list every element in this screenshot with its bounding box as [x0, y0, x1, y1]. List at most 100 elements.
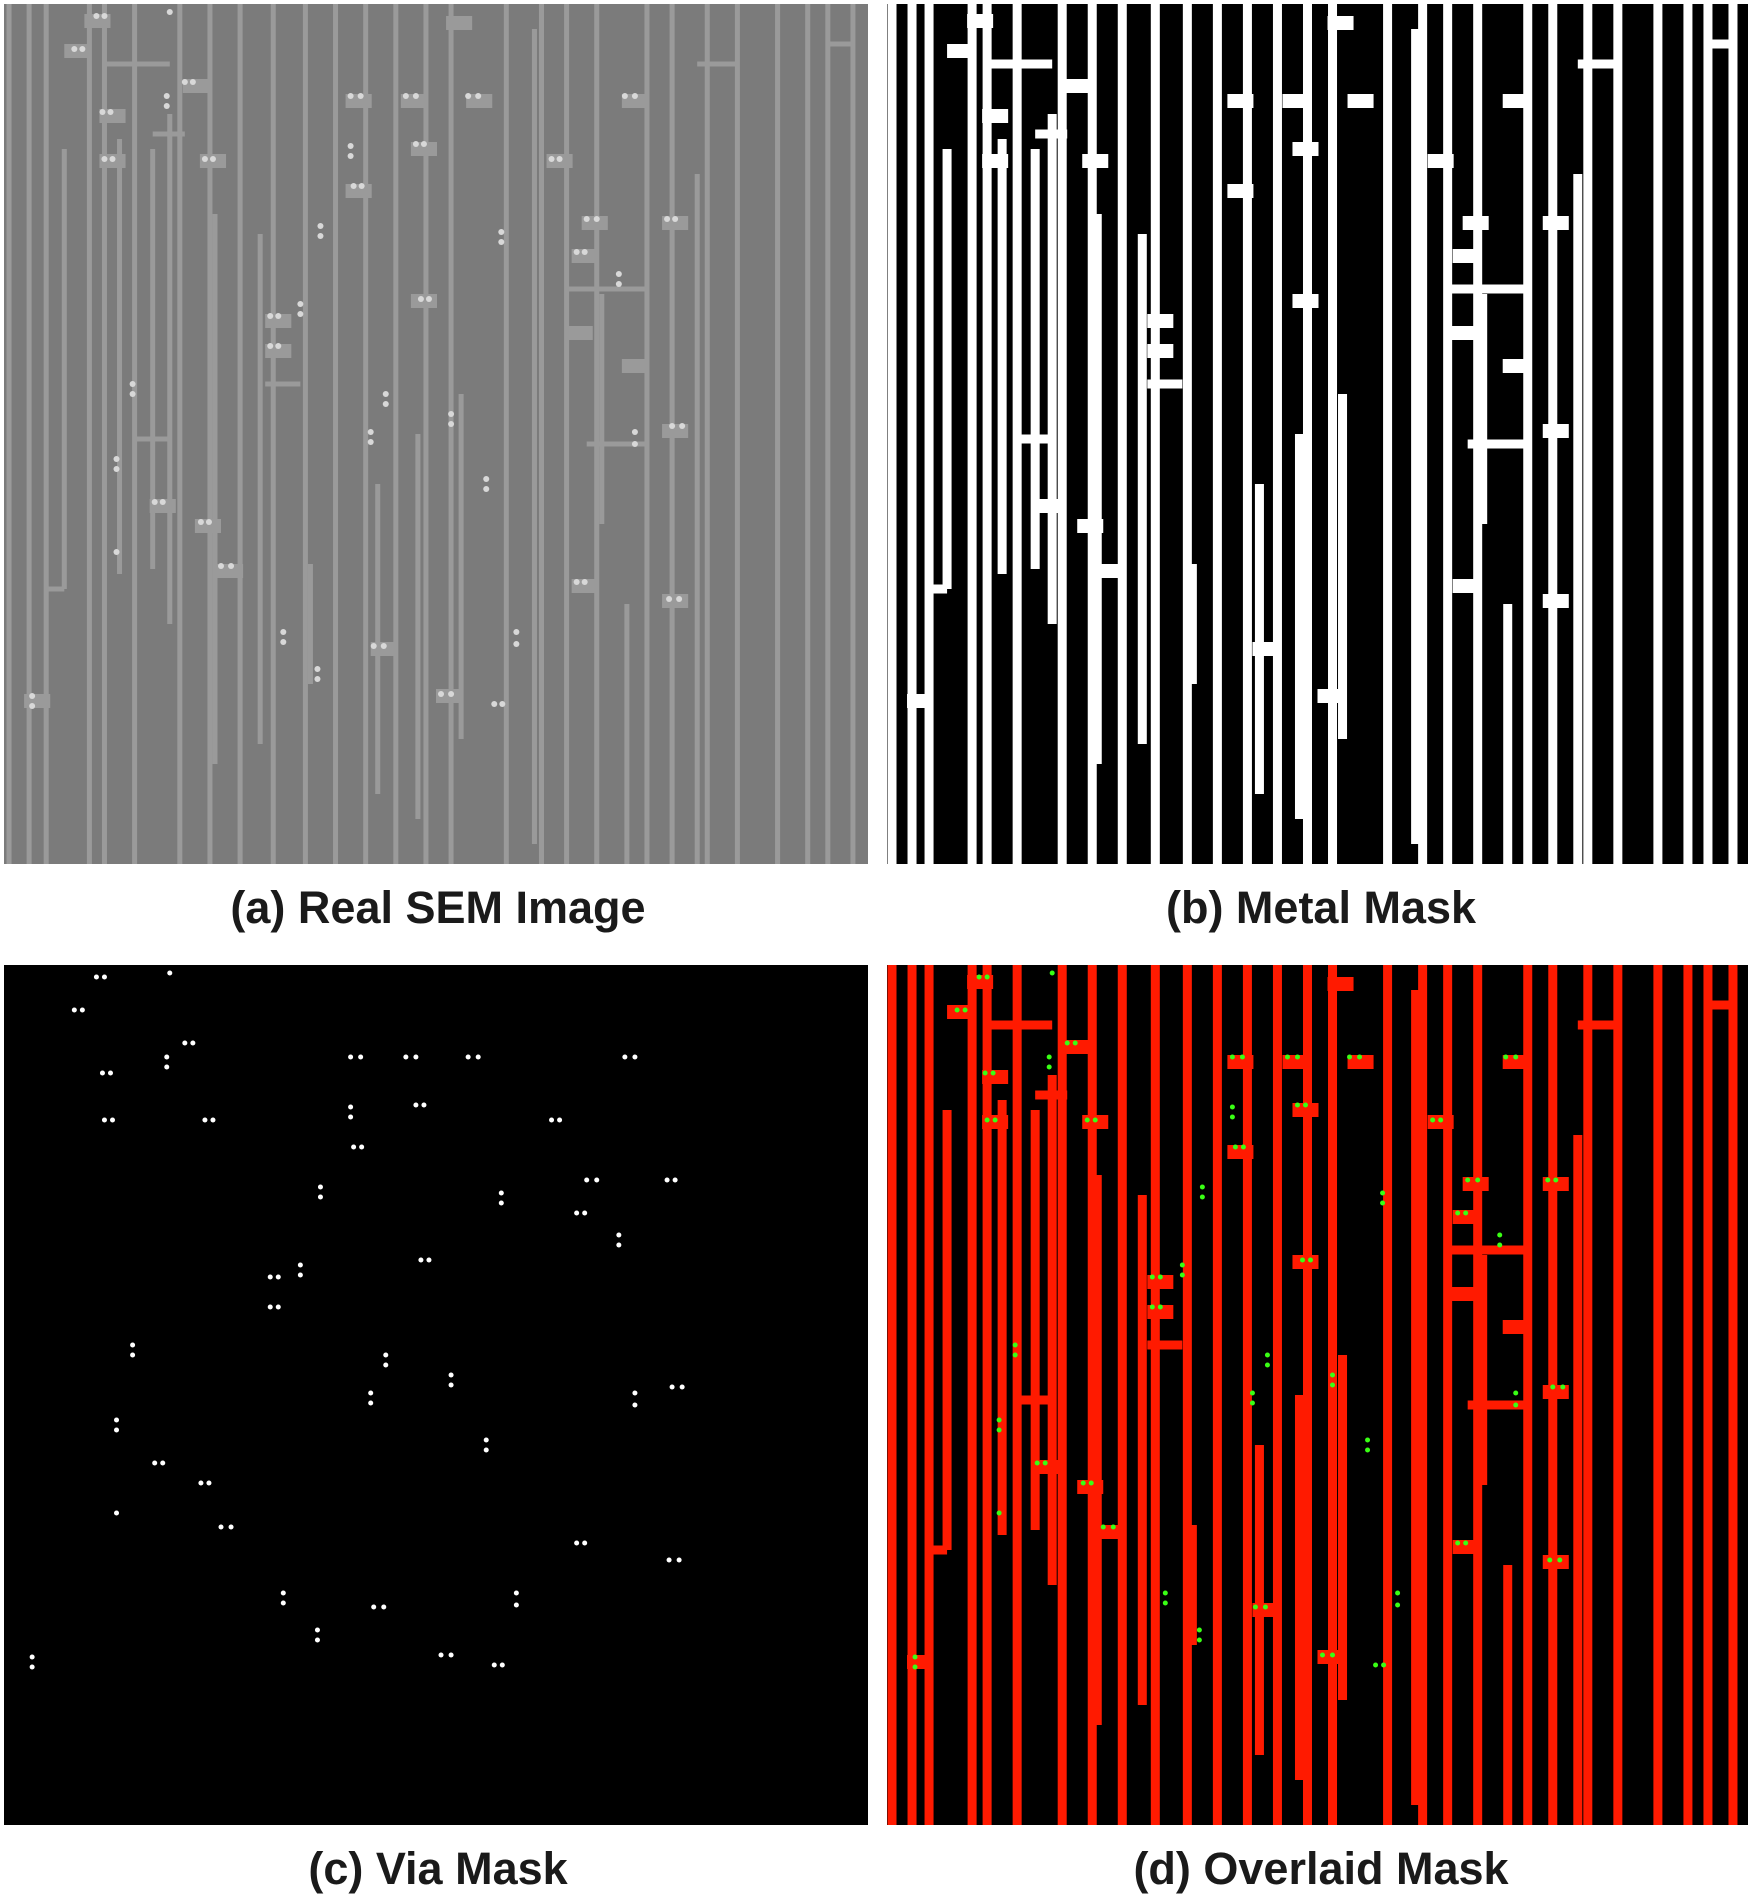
metal-pad — [1317, 689, 1344, 703]
metal-pad — [1227, 184, 1254, 198]
overlay-via — [1330, 1382, 1336, 1388]
sem-vertical-wire — [101, 4, 107, 864]
via-mask-via — [99, 1070, 105, 1076]
sem-horizontal-wire — [586, 441, 647, 447]
metal-vertical-wire — [1338, 394, 1348, 739]
overlay-via — [1046, 1054, 1052, 1060]
sem-via — [129, 381, 136, 387]
overlay-via — [912, 1664, 918, 1670]
overlay-via — [984, 974, 990, 980]
overlay-via — [1284, 1054, 1290, 1060]
sem-via — [297, 311, 304, 317]
overlay-horizontal-wire — [1147, 1340, 1183, 1350]
overlay-pad — [947, 1005, 974, 1019]
sem-via — [181, 79, 188, 85]
sem-via — [347, 153, 354, 159]
overlay-via — [1513, 1402, 1519, 1408]
overlay-via — [996, 1510, 1002, 1516]
metal-vertical-wire — [1503, 604, 1513, 864]
sem-via — [201, 156, 208, 162]
metal-pad — [947, 44, 974, 58]
overlay-via — [1373, 1662, 1379, 1668]
via-mask-via — [280, 1590, 286, 1596]
sem-horizontal-wire — [44, 586, 65, 592]
sem-via — [631, 441, 638, 447]
sem-vertical-wire — [734, 4, 740, 864]
metal-vertical-wire — [1012, 4, 1022, 864]
sem-via — [347, 93, 354, 99]
overlay-via — [1162, 1590, 1168, 1596]
sem-via — [189, 79, 196, 85]
overlay-via — [1080, 1480, 1086, 1486]
overlay-via — [912, 1654, 918, 1660]
sem-vertical-wire — [61, 149, 67, 589]
overlay-via — [1455, 1540, 1461, 1546]
metal-mask-image — [887, 4, 1748, 864]
overlay-vertical-wire — [1057, 965, 1067, 1825]
overlay-via — [1455, 1210, 1461, 1216]
overlay-pad — [1065, 1040, 1092, 1054]
metal-pad — [1327, 16, 1354, 30]
sem-vertical-wire — [333, 4, 339, 864]
sem-image-panel — [4, 4, 868, 864]
sem-vertical-wire — [423, 4, 429, 864]
overlay-via — [1294, 1102, 1300, 1108]
metal-vertical-wire — [1478, 294, 1488, 524]
via-mask-via — [448, 1382, 454, 1388]
overlay-via — [1264, 1362, 1270, 1368]
via-mask-via — [421, 1102, 427, 1108]
overlay-via — [1084, 1117, 1090, 1123]
overlay-vertical-wire — [1137, 1195, 1147, 1705]
sem-vertical-wire — [212, 214, 218, 764]
via-mask-via — [93, 974, 99, 980]
via-mask-via — [107, 1070, 114, 1076]
sem-vertical-wire — [207, 4, 213, 864]
overlay-pad — [1227, 1145, 1254, 1159]
metal-pad — [907, 694, 934, 708]
sem-via — [498, 229, 505, 235]
via-mask-via — [314, 1627, 320, 1633]
overlay-pad — [1327, 977, 1354, 991]
via-mask-via — [475, 1054, 481, 1060]
overlay-vertical-wire — [887, 965, 897, 1825]
via-mask-via — [413, 1054, 419, 1060]
metal-pad — [1502, 359, 1529, 373]
sem-via — [163, 103, 170, 109]
sem-pad — [182, 79, 209, 93]
metal-vertical-wire — [1411, 29, 1421, 844]
sem-via — [465, 93, 472, 99]
metal-vertical-wire — [1473, 4, 1483, 864]
sem-via — [99, 109, 106, 115]
metal-horizontal-wire — [1035, 129, 1068, 139]
metal-vertical-wire — [1117, 4, 1127, 864]
overlay-via — [1380, 1190, 1386, 1196]
metal-vertical-wire — [997, 139, 1007, 574]
overlay-horizontal-wire — [1467, 1400, 1528, 1410]
overlay-via — [1157, 1304, 1163, 1310]
overlay-pad — [982, 1070, 1009, 1084]
via-mask-via — [664, 1177, 670, 1183]
via-mask-via — [582, 1210, 588, 1216]
sem-via — [556, 156, 563, 162]
overlay-vertical-wire — [1473, 965, 1483, 1825]
metal-vertical-wire — [1653, 4, 1663, 864]
sem-via — [113, 549, 120, 555]
via-mask-via — [114, 1427, 120, 1433]
overlay-via — [1232, 1144, 1238, 1150]
sem-via — [79, 46, 86, 52]
sem-via — [101, 13, 108, 19]
sem-vertical-wire — [132, 4, 138, 864]
overlay-via — [1196, 1637, 1202, 1643]
via-mask-via — [164, 1064, 170, 1070]
sem-via — [583, 216, 590, 222]
sem-pad — [410, 294, 438, 308]
overlay-pad — [1347, 1055, 1374, 1069]
sem-vertical-wire — [393, 4, 399, 864]
overlay-vertical-wire — [1728, 965, 1738, 1825]
overlay-via — [962, 1007, 968, 1013]
sem-via — [420, 141, 427, 147]
metal-vertical-wire — [1047, 114, 1057, 624]
via-mask-via — [348, 1104, 354, 1110]
via-mask-via — [29, 1664, 35, 1670]
sem-via — [491, 701, 498, 707]
